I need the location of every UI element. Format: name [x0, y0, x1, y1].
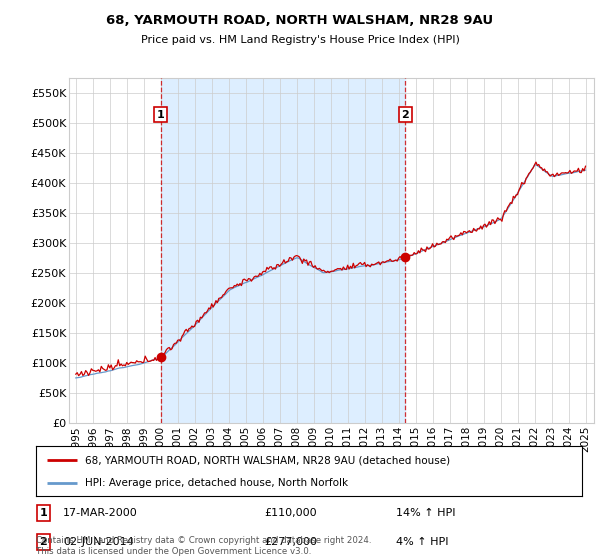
- Text: 14% ↑ HPI: 14% ↑ HPI: [396, 508, 455, 518]
- Text: Price paid vs. HM Land Registry's House Price Index (HPI): Price paid vs. HM Land Registry's House …: [140, 35, 460, 45]
- Text: 17-MAR-2000: 17-MAR-2000: [63, 508, 138, 518]
- Text: HPI: Average price, detached house, North Norfolk: HPI: Average price, detached house, Nort…: [85, 478, 348, 488]
- Text: £277,000: £277,000: [264, 537, 317, 547]
- Text: 2: 2: [40, 537, 47, 547]
- Text: 1: 1: [40, 508, 47, 518]
- Text: 1: 1: [157, 110, 164, 120]
- Text: 68, YARMOUTH ROAD, NORTH WALSHAM, NR28 9AU (detached house): 68, YARMOUTH ROAD, NORTH WALSHAM, NR28 9…: [85, 455, 450, 465]
- Text: 4% ↑ HPI: 4% ↑ HPI: [396, 537, 448, 547]
- Text: Contains HM Land Registry data © Crown copyright and database right 2024.
This d: Contains HM Land Registry data © Crown c…: [36, 536, 371, 556]
- Text: 02-JUN-2014: 02-JUN-2014: [63, 537, 134, 547]
- Text: £110,000: £110,000: [264, 508, 317, 518]
- Text: 2: 2: [401, 110, 409, 120]
- Text: 68, YARMOUTH ROAD, NORTH WALSHAM, NR28 9AU: 68, YARMOUTH ROAD, NORTH WALSHAM, NR28 9…: [106, 14, 494, 27]
- Bar: [161, 78, 406, 423]
